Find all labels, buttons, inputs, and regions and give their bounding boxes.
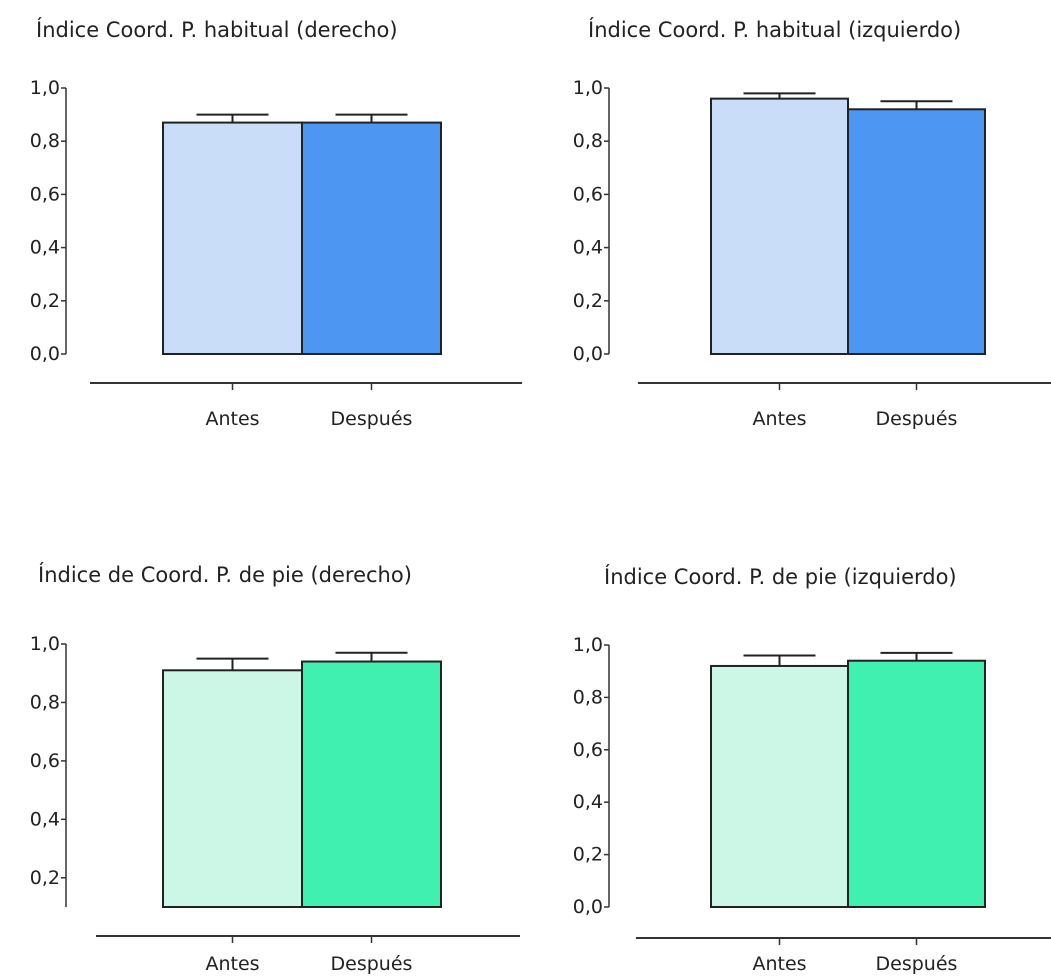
bar-antes xyxy=(162,121,303,355)
y-tick-label: 0,6 xyxy=(573,183,603,205)
x-tick-label: Después xyxy=(876,953,958,975)
y-tick-label: 0,8 xyxy=(30,691,60,713)
chart-title: Índice Coord. P. de pie (izquierdo) xyxy=(604,565,957,589)
y-tick-label: 0,0 xyxy=(30,343,60,365)
y-tick-label: 0,2 xyxy=(573,290,603,312)
y-tick-label: 0,6 xyxy=(573,739,603,761)
y-tick-label: 0,6 xyxy=(30,750,60,772)
x-tick-label: Antes xyxy=(205,953,259,975)
x-tick-label: Después xyxy=(331,408,413,430)
y-tick-label: 0,2 xyxy=(573,844,603,866)
bar-después xyxy=(301,660,442,908)
y-tick-label: 1,0 xyxy=(30,77,60,99)
bar-antes xyxy=(710,97,849,355)
x-tick-label: Después xyxy=(331,953,413,975)
y-tick-label: 0,2 xyxy=(30,290,60,312)
bar-chart-habitual-derecho: 0,0 0,2 0,4 0,6 0,8 1,0 Antes Después xyxy=(30,77,522,430)
y-tick-label: 0,4 xyxy=(573,237,603,259)
chart-title: Índice de Coord. P. de pie (derecho) xyxy=(38,563,412,587)
y-tick-label: 0,4 xyxy=(30,808,60,830)
y-tick-label: 0,8 xyxy=(30,130,60,152)
x-tick-label: Antes xyxy=(205,408,259,430)
x-tick-label: Antes xyxy=(752,408,806,430)
x-tick-label: Antes xyxy=(752,953,806,975)
y-tick-label: 0,2 xyxy=(30,867,60,889)
y-tick-label: 0,0 xyxy=(573,896,603,918)
chart-title: Índice Coord. P. habitual (izquierdo) xyxy=(588,18,962,42)
y-tick-label: 0,8 xyxy=(573,686,603,708)
x-tick-label: Después xyxy=(876,408,958,430)
y-tick-label: 1,0 xyxy=(573,634,603,656)
bar-después xyxy=(301,121,442,355)
bar-antes xyxy=(710,664,849,909)
y-tick-label: 0,4 xyxy=(573,791,603,813)
bar-chart-pie-derecho: 0,2 0,4 0,6 0,8 1,0 Antes Después xyxy=(30,633,520,975)
y-tick-label: 0,6 xyxy=(30,183,60,205)
bar-chart-habitual-izquierdo: 0,0 0,2 0,4 0,6 0,8 1,0 Antes Después xyxy=(573,77,1051,430)
y-tick-label: 0,8 xyxy=(573,130,603,152)
y-tick-label: 0,0 xyxy=(573,343,603,365)
y-tick-label: 0,4 xyxy=(30,237,60,259)
bar-antes xyxy=(162,669,303,908)
bar-después xyxy=(847,659,986,908)
bar-después xyxy=(847,108,986,355)
y-tick-label: 1,0 xyxy=(30,633,60,655)
y-tick-label: 1,0 xyxy=(573,77,603,99)
chart-title: Índice Coord. P. habitual (derecho) xyxy=(36,18,398,42)
